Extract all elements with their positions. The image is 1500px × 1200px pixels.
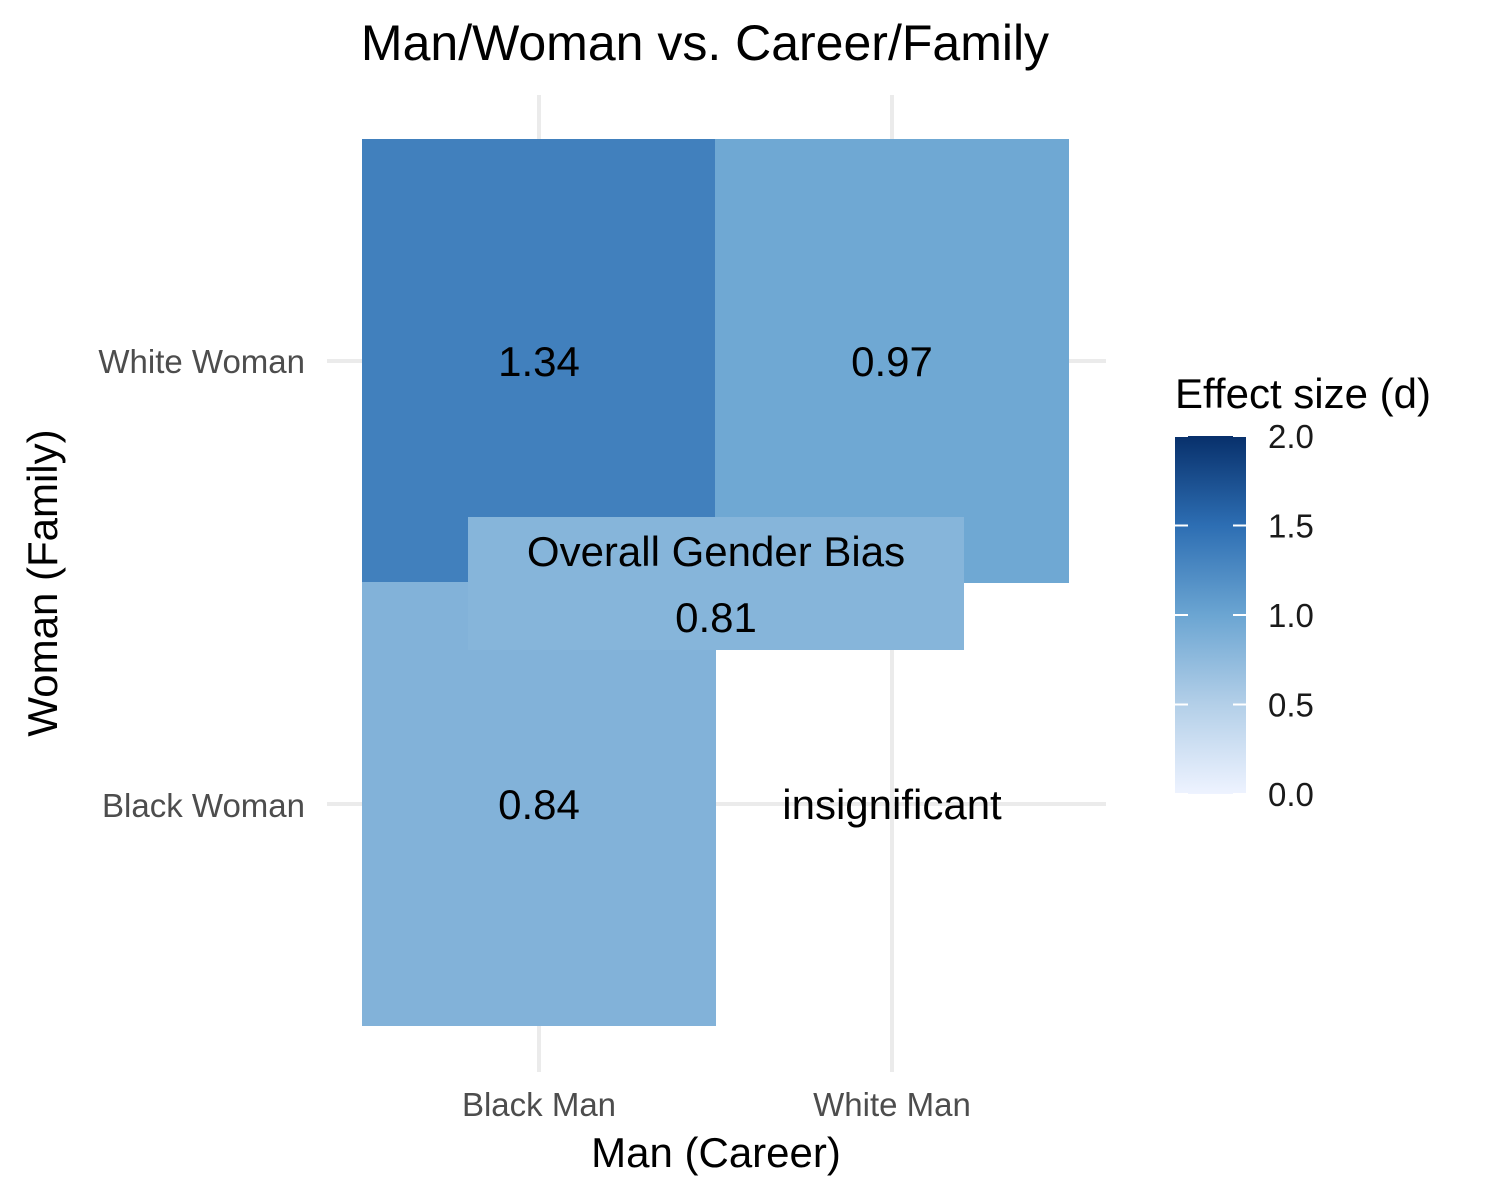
legend-ticks: 0.0 0.5 1.0 1.5 2.0 bbox=[1175, 418, 1314, 813]
cell-label-white-man-black-woman: insignificant bbox=[782, 781, 1002, 828]
x-tick-label-black-man: Black Man bbox=[462, 1086, 616, 1123]
overall-bias-value: 0.81 bbox=[675, 594, 757, 641]
y-tick-label-black-woman: Black Woman bbox=[102, 787, 305, 824]
tile-white-man-white-woman bbox=[715, 139, 1069, 583]
legend: Effect size (d) 0.0 0.5 1.0 1.5 2.0 bbox=[1175, 370, 1431, 813]
y-axis-title: Woman (Family) bbox=[19, 429, 66, 736]
cell-label-black-man-white-woman: 1.34 bbox=[498, 338, 580, 385]
x-axis-title: Man (Career) bbox=[591, 1129, 841, 1176]
legend-title: Effect size (d) bbox=[1175, 370, 1431, 417]
y-tick-label-white-woman: White Woman bbox=[98, 343, 305, 380]
tile-black-man-white-woman bbox=[362, 139, 716, 583]
cell-label-white-man-white-woman: 0.97 bbox=[851, 338, 933, 385]
legend-tick-label: 0.5 bbox=[1268, 687, 1314, 724]
legend-tick-label: 1.5 bbox=[1268, 508, 1314, 545]
legend-tick-label: 1.0 bbox=[1268, 597, 1314, 634]
cell-label-black-man-black-woman: 0.84 bbox=[498, 781, 580, 828]
overall-bias-label: Overall Gender Bias bbox=[527, 528, 905, 575]
chart-title: Man/Woman vs. Career/Family bbox=[361, 15, 1049, 71]
heatmap-tiles bbox=[362, 139, 1069, 1026]
x-tick-label-white-man: White Man bbox=[813, 1086, 971, 1123]
legend-tick-label: 0.0 bbox=[1268, 776, 1314, 813]
tile-black-man-black-woman bbox=[362, 582, 716, 1026]
legend-tick-label: 2.0 bbox=[1268, 418, 1314, 455]
overall-bias-box bbox=[468, 517, 964, 650]
